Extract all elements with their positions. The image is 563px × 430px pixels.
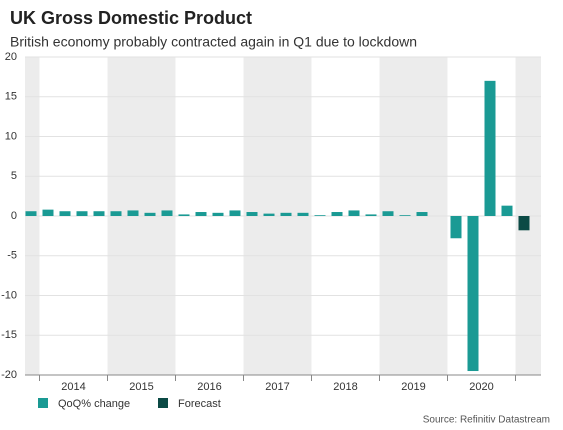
x-tick-label: 2020: [469, 381, 493, 393]
bar: [382, 211, 394, 216]
source: Source: Refinitiv Datastream: [423, 415, 550, 426]
bar: [314, 215, 326, 216]
legend-swatch: [158, 398, 168, 408]
x-tick-label: 2019: [401, 381, 425, 393]
bar: [297, 212, 309, 216]
bar: [25, 211, 37, 216]
x-tick-label: 2016: [197, 381, 221, 393]
legend-swatch: [38, 398, 48, 408]
bar: [416, 212, 428, 216]
bar: [331, 212, 343, 216]
y-tick-label: 5: [11, 170, 17, 182]
chart-title: UK Gross Domestic Product: [10, 8, 252, 28]
y-tick-label: -5: [7, 250, 17, 262]
bar: [42, 209, 54, 216]
bar: [178, 214, 190, 216]
bar: [399, 215, 411, 216]
x-tick-label: 2014: [61, 381, 85, 393]
bar: [127, 210, 139, 216]
bar: [518, 216, 530, 231]
y-tick-label: -15: [1, 329, 17, 341]
bar: [246, 212, 258, 216]
bar: [484, 80, 496, 216]
bar: [110, 211, 122, 216]
x-tick-label: 2015: [129, 381, 153, 393]
x-tick-label: 2018: [333, 381, 357, 393]
bar: [93, 211, 105, 216]
bar: [365, 214, 377, 216]
y-tick-label: 20: [5, 51, 17, 63]
legend-label: QoQ% change: [58, 398, 130, 410]
y-tick-label: -10: [1, 289, 17, 301]
bar: [450, 216, 462, 239]
bar: [263, 213, 275, 216]
y-tick-label: 10: [5, 130, 17, 142]
bar: [212, 212, 224, 216]
x-tick-label: 2017: [265, 381, 289, 393]
bar: [501, 205, 513, 216]
bar: [144, 212, 156, 216]
legend-label: Forecast: [178, 398, 221, 410]
bar: [348, 210, 360, 216]
bar: [59, 211, 71, 216]
chart-subtitle: British economy probably contracted agai…: [10, 34, 417, 50]
bar: [280, 212, 292, 216]
bar: [76, 211, 88, 216]
y-tick-label: 0: [11, 210, 17, 222]
bar: [161, 210, 173, 216]
bar: [467, 216, 479, 372]
bar: [195, 212, 207, 216]
y-tick-label: -20: [1, 369, 17, 381]
y-tick-label: 15: [5, 91, 17, 103]
bar: [229, 210, 241, 216]
